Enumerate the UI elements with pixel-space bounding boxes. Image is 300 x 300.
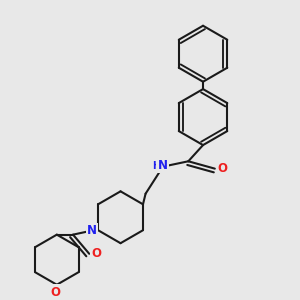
Text: N: N xyxy=(87,224,97,237)
Text: N: N xyxy=(158,159,168,172)
Text: H: H xyxy=(152,161,160,171)
Text: O: O xyxy=(92,247,102,260)
Text: O: O xyxy=(50,286,60,298)
Text: O: O xyxy=(217,162,227,175)
